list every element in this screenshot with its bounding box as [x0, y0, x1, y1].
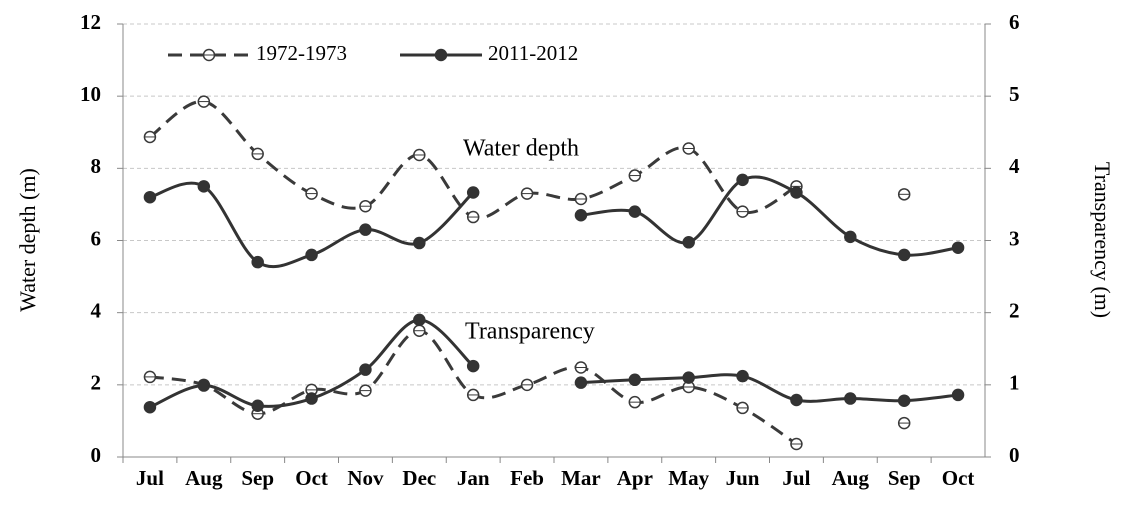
y-tick-label: 12: [80, 10, 101, 34]
annotation: Water depth: [463, 136, 579, 162]
marker: [466, 186, 480, 199]
marker: [434, 48, 448, 62]
y2-axis-title: Transparency (m): [1090, 162, 1115, 318]
x-tick-label: Apr: [617, 466, 653, 490]
marker: [628, 205, 642, 218]
x-tick-label: Sep: [888, 466, 921, 490]
y-tick-label: 8: [91, 154, 102, 178]
x-tick-label: Mar: [561, 466, 601, 490]
x-tick-label: Nov: [347, 466, 384, 490]
annotation: Transparency: [465, 319, 595, 345]
marker: [359, 363, 372, 376]
marker: [736, 369, 749, 383]
marker: [574, 208, 588, 222]
marker: [682, 236, 695, 249]
marker: [790, 186, 803, 199]
y2-tick-label: 0: [1009, 443, 1020, 467]
marker: [197, 180, 211, 193]
marker: [197, 379, 211, 392]
x-tick-label: May: [668, 466, 709, 490]
marker: [305, 248, 318, 262]
y-tick-label: 0: [91, 443, 102, 467]
y2-tick-label: 5: [1009, 82, 1020, 106]
series-line: [149, 329, 798, 446]
y-tick-label: 4: [91, 298, 102, 322]
marker: [844, 230, 857, 244]
y2-tick-label: 3: [1009, 226, 1020, 250]
y-tick-label: 2: [91, 371, 102, 395]
marker: [305, 392, 318, 405]
y-tick-label: 10: [80, 82, 101, 106]
x-tick-label: Aug: [832, 466, 870, 490]
marker: [951, 241, 965, 254]
y-tick-label: 6: [91, 226, 102, 250]
marker: [143, 190, 157, 204]
x-tick-label: Oct: [942, 466, 975, 490]
x-tick-label: Jul: [782, 466, 810, 490]
marker: [413, 313, 426, 327]
marker: [413, 236, 426, 250]
marker: [574, 376, 588, 389]
marker: [251, 255, 264, 269]
x-tick-label: Jun: [726, 466, 760, 490]
y2-tick-label: 2: [1009, 298, 1020, 322]
x-tick-label: Jul: [136, 466, 164, 490]
marker: [143, 400, 157, 414]
x-tick-label: Sep: [241, 466, 274, 490]
marker: [897, 248, 911, 262]
marker: [359, 223, 372, 236]
x-tick-label: Jan: [457, 466, 490, 490]
series-line: [580, 175, 959, 257]
marker: [736, 173, 749, 187]
marker: [251, 399, 264, 413]
y2-tick-label: 6: [1009, 10, 1020, 34]
y2-tick-label: 1: [1009, 371, 1020, 395]
x-tick-label: Feb: [510, 466, 544, 490]
marker: [628, 373, 642, 387]
marker: [682, 371, 695, 384]
marker: [951, 388, 965, 402]
x-tick-label: Aug: [185, 466, 223, 490]
marker: [790, 393, 803, 407]
x-tick-label: Dec: [402, 466, 436, 490]
y-axis-title: Water depth (m): [15, 168, 40, 312]
x-tick-label: Oct: [295, 466, 328, 490]
legend-label: 2011-2012: [488, 41, 578, 65]
legend-label: 1972-1973: [256, 41, 347, 65]
marker: [844, 392, 857, 405]
y2-tick-label: 4: [1009, 154, 1020, 178]
marker: [897, 394, 911, 407]
marker: [466, 359, 480, 373]
